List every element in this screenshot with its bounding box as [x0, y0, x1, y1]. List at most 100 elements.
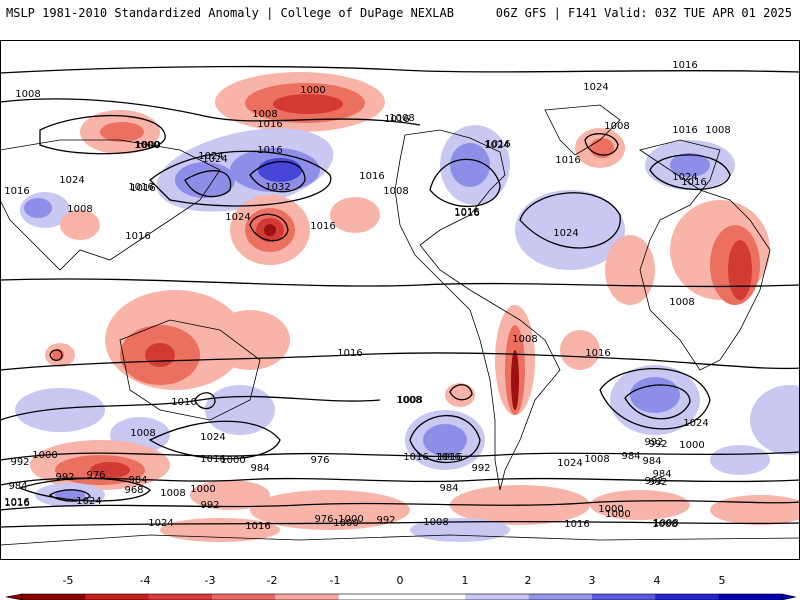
anomaly-patch-pos_mid — [24, 198, 52, 218]
anomaly-patch-neg_light — [445, 383, 475, 407]
isobar — [0, 352, 800, 371]
isobar-label: 1016 — [555, 155, 580, 166]
colorbar-tick-label: 5 — [719, 574, 726, 587]
anomaly-patch-neg_light — [590, 490, 690, 520]
colorbar-swatch — [338, 594, 403, 600]
coastlines-layer — [0, 104, 800, 546]
isobar-label: 984 — [652, 469, 671, 480]
isobar-label: 976 — [314, 514, 333, 525]
anomaly-patch-pos_light — [15, 388, 105, 432]
isobar — [249, 161, 306, 193]
isobar — [149, 150, 332, 207]
colorbar-swatch — [85, 594, 150, 600]
isobar — [0, 98, 421, 126]
isobar-label: 992 — [471, 463, 490, 474]
isobar-label: 992 — [648, 439, 667, 450]
isobar-label: 1016 — [257, 119, 282, 130]
isobar-label: 1024 — [553, 228, 578, 239]
isobar-labels-layer: 1016 1008 1000 1024 1016 1008 1016 1000 1016 1024… — [4, 60, 730, 532]
isobar — [0, 477, 800, 486]
anomaly-patch-pos_light — [750, 385, 800, 455]
isobar-label: 1016 — [128, 182, 153, 193]
anomaly-patch-neg_light — [250, 490, 410, 530]
isobar-label: 1008 — [669, 297, 694, 308]
isobar — [624, 384, 691, 420]
isobar-label: 1016 — [359, 171, 384, 182]
isobar-label: 1016 — [672, 60, 697, 71]
isobar-label: 1016 — [125, 231, 150, 242]
isobar-label: 976 — [86, 470, 105, 481]
colorbar-tick-label: -1 — [330, 574, 341, 587]
isobar — [184, 170, 232, 198]
isobar-label: 1016 — [681, 177, 706, 188]
isobar-label: 1008 — [584, 454, 609, 465]
isobar-label: 1016 — [257, 145, 282, 156]
anomaly-patch-neg_dark — [145, 343, 175, 367]
isobar-label: 1008 — [15, 89, 40, 100]
anomaly-patch-neg_light — [330, 197, 380, 233]
colorbar-swatch — [275, 594, 340, 600]
colorbar-swatch — [465, 594, 530, 600]
isobar-label: 1016 — [337, 348, 362, 359]
isobar-label: 984 — [642, 456, 661, 467]
isobar-label: 1008 — [397, 395, 422, 406]
anomaly-patch-neg_light — [605, 235, 655, 305]
isobar — [194, 392, 216, 410]
isobar — [409, 415, 481, 463]
anomaly-patch-neg_dark — [273, 94, 343, 114]
isobar — [584, 133, 619, 156]
coastline — [394, 129, 561, 491]
colorbar-tick-label: 3 — [589, 574, 596, 587]
anomaly-patch-pos_mid — [450, 143, 490, 187]
isobar-label: 1016 — [435, 452, 460, 463]
isobar-label: 1016 — [245, 521, 270, 532]
isobar-label: 984 — [250, 463, 269, 474]
anomaly-patch-neg_dark — [90, 462, 130, 478]
anomaly-patch-neg_light — [560, 330, 600, 370]
isobar-label: 992 — [644, 476, 663, 487]
isobar-label: 1016 — [585, 348, 610, 359]
anomaly-patch-neg_deep — [264, 224, 276, 236]
colorbar-tick-labels: -5 -4 -3 -2 -1 0 1 2 3 4 5 — [63, 574, 726, 587]
isobar-label: 1008 — [130, 428, 155, 439]
isobar-label: 1016 — [130, 183, 155, 194]
isobar-label: 1008 — [512, 334, 537, 345]
isobar — [49, 349, 63, 362]
colorbar-swatch — [148, 594, 213, 600]
anomaly-patch-neg_mid — [100, 122, 144, 142]
isobar-label: 1016 — [437, 452, 462, 463]
colorbar-swatch — [718, 594, 783, 600]
isobar-label: 1024 — [202, 154, 227, 165]
isobar-label: 992 — [55, 472, 74, 483]
colorbar-tick-label: 2 — [525, 574, 532, 587]
isobar — [429, 158, 501, 208]
colorbar-swatch — [528, 594, 593, 600]
anomaly-shading-layer — [15, 72, 800, 542]
isobar-label: 984 — [621, 451, 640, 462]
isobar-label: 1032 — [265, 182, 290, 193]
colorbar-tick-label: 0 — [397, 574, 404, 587]
isobar-label: 1016 — [4, 186, 29, 197]
isobar-label: 984 — [8, 481, 27, 492]
coastline — [544, 104, 621, 156]
colorbar-tick-label: 1 — [462, 574, 469, 587]
isobar-label: 1008 — [604, 121, 629, 132]
isobar-label: 1016 — [200, 454, 225, 465]
isobar — [449, 384, 473, 401]
isobars-layer — [0, 65, 800, 528]
isobar-label: 1024 — [59, 175, 84, 186]
anomaly-patch-pos_mid — [670, 153, 710, 177]
mslp-anomaly-map: 1016 1008 1000 1024 1016 1008 1016 1000 1016 1024… — [0, 40, 800, 560]
isobar-label: 1000 — [598, 504, 623, 515]
isobar — [649, 154, 731, 191]
colorbar-tick-label: -2 — [267, 574, 278, 587]
colorbar-outline — [21, 593, 783, 600]
isobar-label: 1008 — [383, 186, 408, 197]
isobar-label: 1024 — [200, 432, 225, 443]
coastline — [119, 319, 261, 421]
isobar-label: 1000 — [338, 514, 363, 525]
isobar — [249, 213, 289, 242]
colorbar-swatch — [655, 594, 720, 600]
colorbar-swatch — [212, 594, 276, 600]
isobar-label: 1000 — [190, 484, 215, 495]
